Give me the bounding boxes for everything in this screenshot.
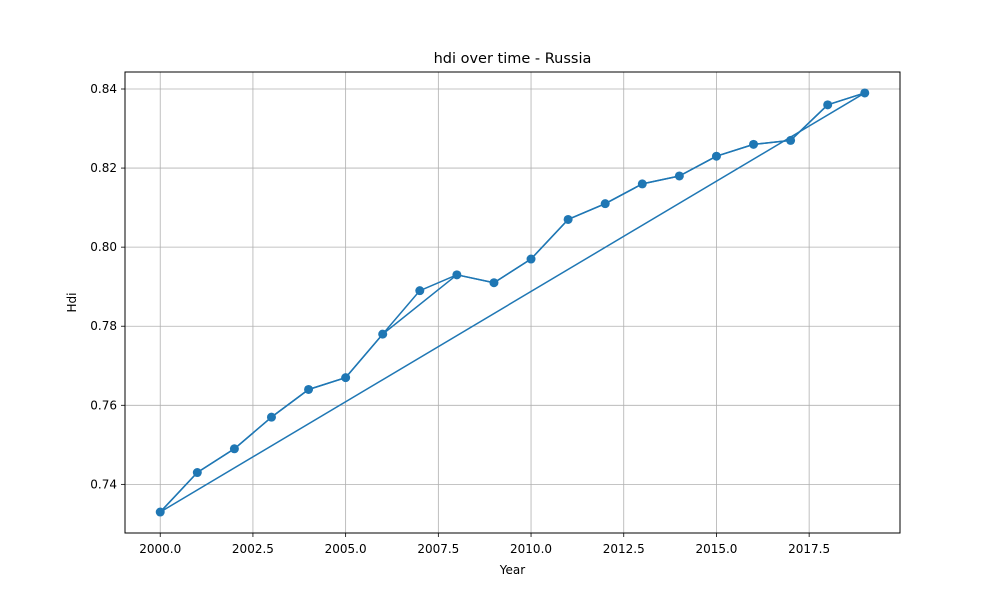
data-point [600,199,610,209]
data-point [304,384,314,394]
data-point [489,278,499,288]
data-point [229,444,239,454]
axis-ticks: 2000.0 2002.5 2005.0 2007.5 2010.0 2012.5 2015… [90,82,830,556]
data-point [860,88,870,98]
data-point [749,139,759,149]
chart-title: hdi over time - Russia [434,51,592,67]
x-tick-label: 2007.5 [417,542,459,556]
x-tick-label: 2015.0 [695,542,737,556]
x-tick-label: 2010.0 [510,542,552,556]
data-point [711,151,721,161]
x-tick-label: 2017.5 [788,542,830,556]
data-point [155,507,165,517]
x-axis-label: Year [499,563,525,577]
data-point [786,135,796,145]
y-tick-label: 0.84 [90,82,117,96]
series-layer [155,88,870,517]
x-tick-label: 2012.5 [603,542,645,556]
grid-lines [125,72,900,533]
y-tick-label: 0.78 [90,319,117,333]
data-point [192,468,202,478]
data-point [341,373,351,383]
x-tick-label: 2000.0 [139,542,181,556]
data-point [452,270,462,280]
data-point [266,412,276,422]
y-tick-label: 0.74 [90,477,117,491]
data-point [823,100,833,110]
y-axis-label: Hdi [65,293,79,313]
y-tick-label: 0.82 [90,161,117,175]
x-tick-label: 2005.0 [325,542,367,556]
x-tick-label: 2002.5 [232,542,274,556]
data-point [415,286,425,296]
data-point [563,214,573,224]
data-point [378,329,388,339]
data-point [674,171,684,181]
data-point [637,179,647,189]
series-line-3 [159,92,866,513]
data-point [526,254,536,264]
plot-area-frame [124,71,901,534]
y-tick-label: 0.80 [90,240,117,254]
y-tick-label: 0.76 [90,398,117,412]
